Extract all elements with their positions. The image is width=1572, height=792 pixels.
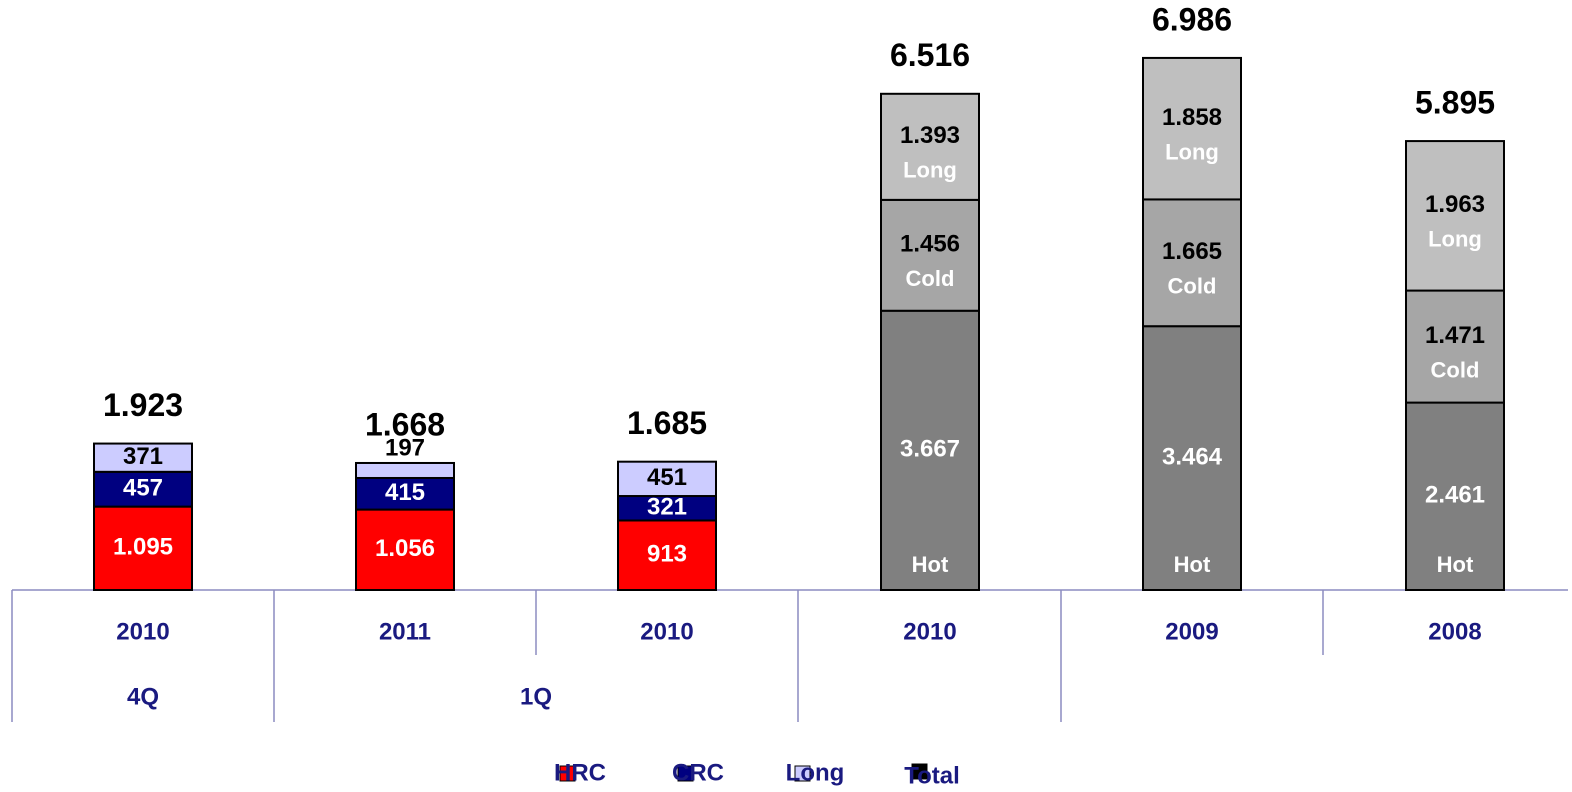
segment-name: Hot	[912, 552, 949, 577]
bar-segment	[617, 519, 717, 592]
x-tick-label: 2010	[116, 618, 169, 645]
bar-segment	[1142, 198, 1242, 328]
bar-segment	[93, 505, 193, 591]
bar-segment	[880, 198, 980, 312]
segment-label: 1.665	[1162, 238, 1222, 265]
bar-segment	[355, 508, 455, 591]
x-tick-label: 2010	[640, 618, 693, 645]
legend-label: HRC	[554, 759, 606, 786]
legend-label: Total	[904, 762, 960, 789]
x-tick-label: 2011	[379, 618, 431, 645]
legend-label: CRC	[672, 759, 724, 786]
legend-swatch	[794, 765, 811, 782]
segment-label: 415	[385, 479, 425, 506]
bar-segment	[617, 460, 717, 498]
legend-swatch	[559, 765, 576, 782]
bar-segment	[1142, 56, 1242, 201]
legend-label: Long	[786, 759, 845, 786]
segment-label: 451	[647, 464, 687, 491]
segment-name: Long	[1165, 139, 1219, 164]
segment-name: Long	[1428, 227, 1482, 252]
total-label: 1.685	[627, 405, 707, 441]
segment-label: 1.471	[1425, 322, 1485, 349]
segment-name: Cold	[1168, 274, 1217, 299]
bar-segment	[1405, 289, 1505, 404]
bar-segment	[880, 92, 980, 201]
group-label: 1Q	[520, 683, 552, 710]
total-label: 1.923	[103, 387, 183, 423]
total-label: 6.986	[1152, 1, 1232, 37]
segment-label: 371	[123, 443, 163, 470]
total-label: 6.516	[890, 37, 970, 73]
legend-swatch	[911, 763, 928, 780]
segment-label: 1.858	[1162, 104, 1222, 131]
segment-label: 2.461	[1425, 482, 1485, 509]
bar-segment	[1405, 140, 1505, 292]
axis-frame	[11, 589, 1568, 722]
segment-label: 1.456	[900, 231, 960, 258]
segment-label: 1.393	[900, 122, 960, 149]
bar-segment	[93, 470, 193, 508]
segment-name: Cold	[906, 266, 955, 291]
total-label: 5.895	[1415, 85, 1495, 121]
group-label: 4Q	[127, 683, 159, 710]
segment-label: 3.464	[1162, 443, 1223, 470]
segment-label: 1.963	[1425, 191, 1485, 218]
segment-name: Hot	[1437, 552, 1474, 577]
bar-segment	[355, 461, 455, 479]
bar-segment	[617, 495, 717, 522]
x-tick-label: 2008	[1428, 618, 1481, 645]
bar-segment	[93, 442, 193, 473]
segment-name: Hot	[1174, 552, 1211, 577]
segment-label: 913	[647, 541, 687, 568]
x-tick-label: 2010	[903, 618, 956, 645]
segment-label: 457	[123, 475, 163, 502]
segment-label: 1.056	[375, 535, 435, 562]
segment-label: 321	[647, 494, 687, 521]
segment-name: Long	[903, 158, 957, 183]
bar-segment	[355, 476, 455, 511]
segment-name: Cold	[1431, 357, 1480, 382]
bar-segment	[1142, 325, 1242, 591]
total-label: 1.668	[365, 406, 445, 442]
legend-swatch	[677, 765, 694, 782]
x-tick-label: 2009	[1165, 618, 1218, 645]
segment-label: 3.667	[900, 436, 960, 463]
bar-segment	[880, 309, 980, 591]
segment-label: 197	[385, 434, 425, 461]
segment-label: 1.095	[113, 534, 173, 561]
